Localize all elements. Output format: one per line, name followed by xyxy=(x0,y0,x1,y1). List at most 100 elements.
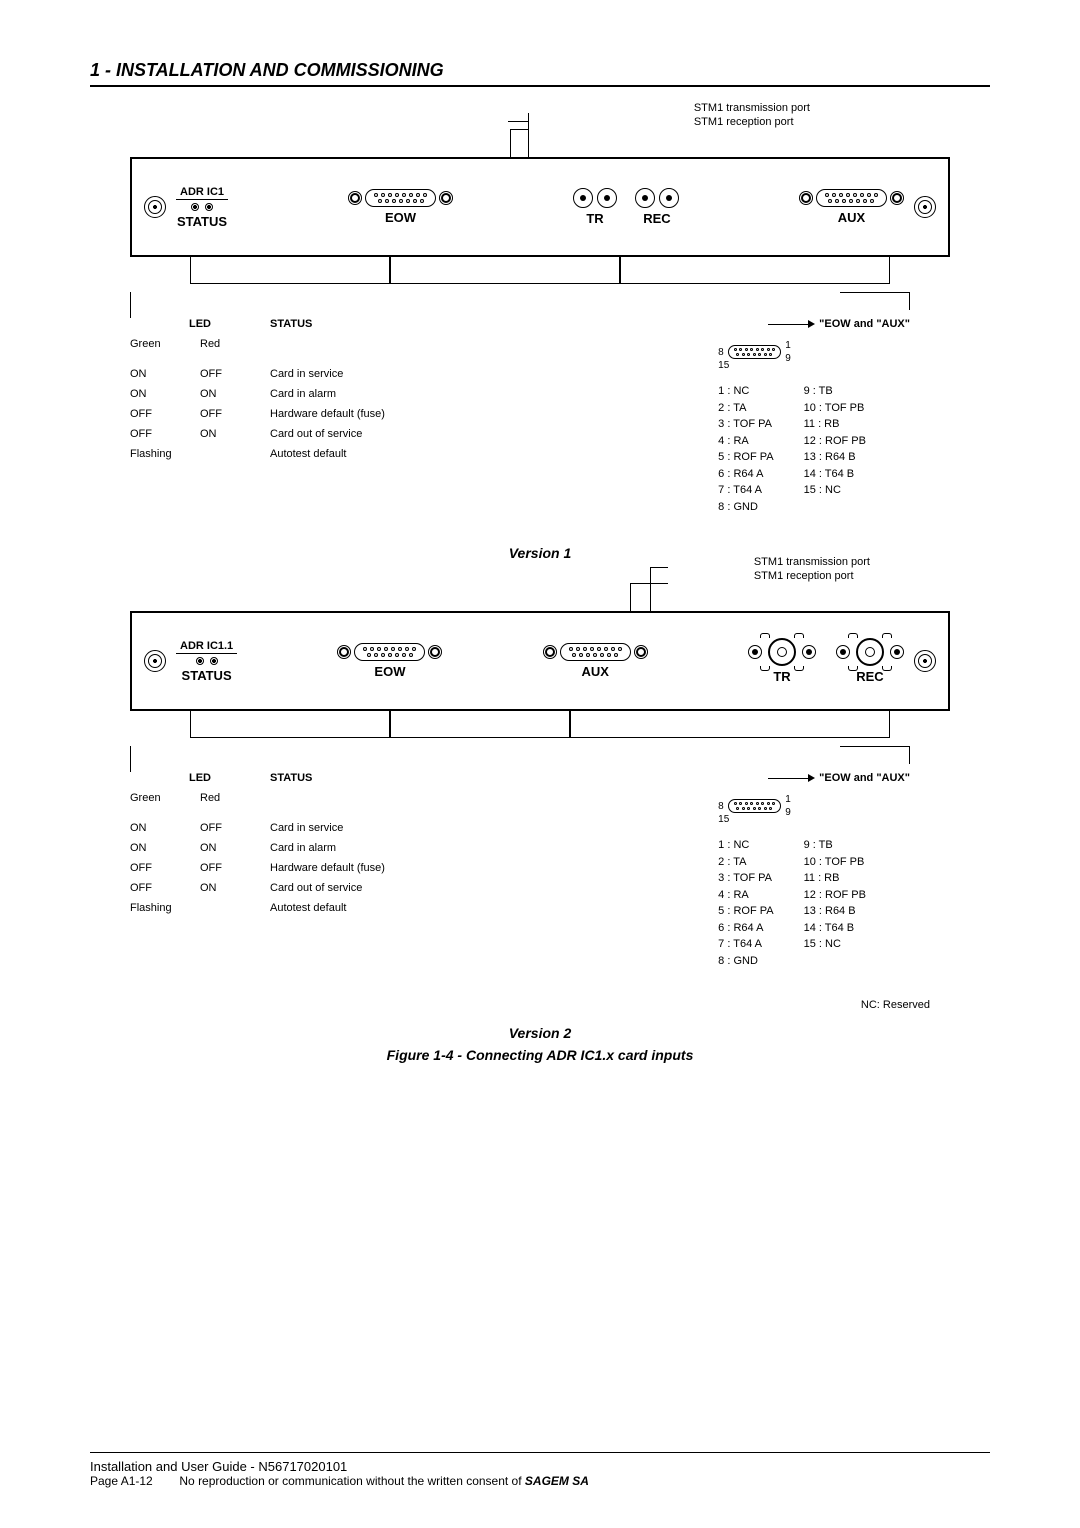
pin-num: 15 xyxy=(718,814,729,825)
callout-stm1-tx: STM1 transmission port xyxy=(694,102,810,114)
dsub-screw-icon xyxy=(890,191,904,205)
front-panel-v2: ADR IC1.1 STATUS EOW xyxy=(130,611,950,711)
tr-label-v1: TR xyxy=(586,211,603,226)
eow-label-v2: EOW xyxy=(374,664,405,679)
pin-item: 11 : RB xyxy=(804,416,866,433)
figure-caption: Figure 1-4 - Connecting ADR IC1.x card i… xyxy=(90,1047,990,1063)
status-label-v1: STATUS xyxy=(177,214,227,229)
cell: Card in alarm xyxy=(270,388,450,400)
bbox-left-v1 xyxy=(190,256,390,284)
bbox-mid-v2 xyxy=(390,710,570,738)
cell: ON xyxy=(130,842,200,854)
eow-block-v1: EOW xyxy=(348,189,453,225)
led-green-v1 xyxy=(191,203,199,211)
callout-stm1-rx-v2: STM1 reception port xyxy=(754,570,870,582)
rec-label-v2: REC xyxy=(856,669,883,684)
pinlist-right: 9 : TB 10 : TOF PB 11 : RB 12 : ROF PB 1… xyxy=(804,383,866,515)
pin-item: 2 : TA xyxy=(718,854,773,871)
cell: OFF xyxy=(130,428,200,440)
eow-block-v2: EOW xyxy=(337,643,442,679)
footer-line1: Installation and User Guide - N567170201… xyxy=(90,1459,990,1474)
callout-line-1-v2 xyxy=(650,567,651,611)
pin-num: 8 xyxy=(718,801,724,812)
pin-item: 11 : RB xyxy=(804,870,866,887)
led-table-v1: LED STATUS Green Red ONOFFCard in servic… xyxy=(130,318,450,460)
callout-line-1 xyxy=(528,113,529,157)
cell xyxy=(200,448,270,460)
aux-connector-v1 xyxy=(799,189,904,207)
pin-item: 12 : ROF PB xyxy=(804,887,866,904)
below-boxes-v1 xyxy=(130,256,950,292)
cell: OFF xyxy=(200,408,270,420)
cell: ON xyxy=(130,368,200,380)
cell: ON xyxy=(130,388,200,400)
pin-item: 14 : T64 B xyxy=(804,920,866,937)
bbox-left-v2 xyxy=(190,710,390,738)
col-green: Green xyxy=(130,338,200,350)
tr-coax-icon xyxy=(768,638,796,666)
callout-stm1-rx: STM1 reception port xyxy=(694,116,810,128)
rec-label-v1: REC xyxy=(643,211,670,226)
dsub-screw-icon xyxy=(634,645,648,659)
cell: OFF xyxy=(130,408,200,420)
cell: OFF xyxy=(130,862,200,874)
hdr-led-v2: LED xyxy=(130,772,270,784)
footer-notice: No reproduction or communication without… xyxy=(179,1474,525,1488)
callouts-v1: STM1 transmission port STM1 reception po… xyxy=(694,102,810,130)
coax-small-icon xyxy=(836,645,850,659)
footer-company: SAGEM SA xyxy=(525,1474,589,1488)
tr-block-v1: TR xyxy=(573,188,617,226)
pin-item: 4 : RA xyxy=(718,433,773,450)
coax-small-icon xyxy=(890,645,904,659)
cell: Card in service xyxy=(270,368,450,380)
cell: ON xyxy=(200,388,270,400)
panel-screw-left-v1 xyxy=(144,196,166,218)
pin-item: 13 : R64 B xyxy=(804,903,866,920)
pin-item: 2 : TA xyxy=(718,400,773,417)
tr-connector-icon xyxy=(573,188,593,208)
pin-item: 3 : TOF PA xyxy=(718,416,773,433)
cell xyxy=(200,902,270,914)
adr-ic1-label: ADR IC1 xyxy=(176,186,228,200)
panel-screw-left-v2 xyxy=(144,650,166,672)
led-table-v2: LED STATUS Green Red ONOFFCard in servic… xyxy=(130,772,450,914)
callout-line-2h xyxy=(510,129,528,130)
adr-ic11-label: ADR IC1.1 xyxy=(176,640,237,654)
cell: OFF xyxy=(130,882,200,894)
cell: Card in alarm xyxy=(270,842,450,854)
callout-line-1h xyxy=(508,121,528,157)
panel-screw-right-v1 xyxy=(914,196,936,218)
below-boxes-v2 xyxy=(130,710,950,746)
panel-screw-right-v2 xyxy=(914,650,936,672)
coax-small-icon xyxy=(748,645,762,659)
tr-connector-icon xyxy=(597,188,617,208)
led-red-v2 xyxy=(210,657,218,665)
pin-item: 6 : R64 A xyxy=(718,920,773,937)
cell: ON xyxy=(200,882,270,894)
callout-stm1-tx-v2: STM1 transmission port xyxy=(754,556,870,568)
bbox-right-v1 xyxy=(620,256,890,284)
col-red: Red xyxy=(200,338,270,350)
callouts-v2: STM1 transmission port STM1 reception po… xyxy=(754,556,870,584)
cell: Card out of service xyxy=(270,882,450,894)
dsub-screw-icon xyxy=(799,191,813,205)
pin-num: 8 xyxy=(718,347,724,358)
pin-item: 6 : R64 A xyxy=(718,466,773,483)
nc-reserved-note: NC: Reserved xyxy=(90,999,930,1011)
info-area-v1: LED STATUS Green Red ONOFFCard in servic… xyxy=(130,318,950,515)
version2-label: Version 2 xyxy=(90,1025,990,1041)
eow-connector-v1 xyxy=(348,189,453,207)
aux-label-v1: AUX xyxy=(838,210,865,225)
dsub-screw-icon xyxy=(428,645,442,659)
dsub-screw-icon xyxy=(337,645,351,659)
eow-aux-info-v2: "EOW and "AUX" 8 1 9 15 1 : NC 2 : TA 3 … xyxy=(718,772,910,969)
pin-item: 15 : NC xyxy=(804,482,866,499)
pin-item: 12 : ROF PB xyxy=(804,433,866,450)
cell: ON xyxy=(200,428,270,440)
rec-block-v2: REC xyxy=(836,638,904,684)
dsub-screw-icon xyxy=(543,645,557,659)
aux-connector-v2 xyxy=(543,643,648,661)
tr-block-v2: TR xyxy=(748,638,816,684)
aux-block-v1: AUX xyxy=(799,189,904,225)
pin-num: 15 xyxy=(718,360,729,371)
